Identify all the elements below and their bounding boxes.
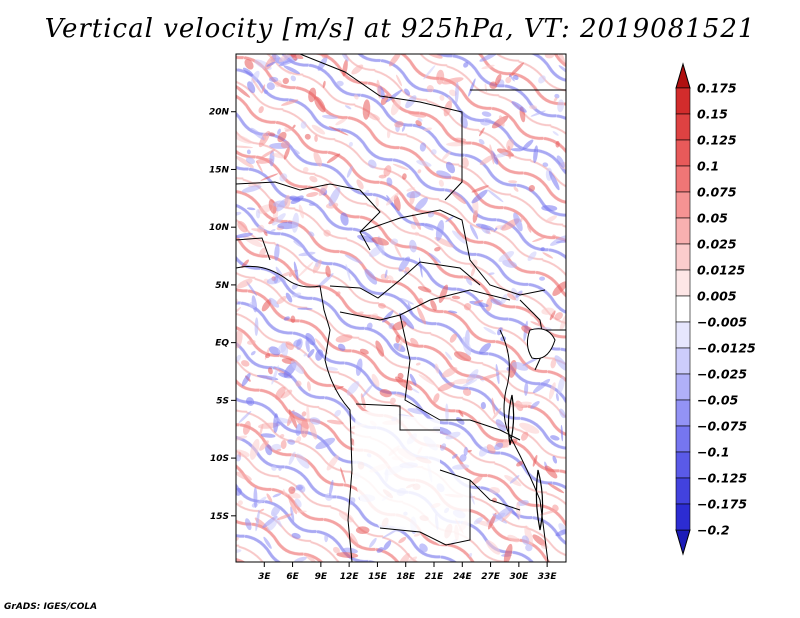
lat-tick-label: 5S [216, 396, 229, 406]
colorbar-label: −0.2 [697, 523, 730, 538]
lon-tick-label: 24E [453, 572, 473, 582]
lon-tick-label: 21E [425, 572, 445, 582]
lon-tick-label: 6E [286, 572, 299, 582]
lon-tick-label: 15E [368, 572, 388, 582]
map-title: Vertical velocity [m/s] at 925hPa, VT: 2… [44, 14, 756, 44]
colorbar-swatch [675, 477, 691, 505]
border-line [379, 480, 471, 546]
lon-tick-label: 12E [340, 572, 360, 582]
colorbar-label: 0.075 [697, 185, 737, 200]
lon-tick-label: 18E [396, 572, 416, 582]
colorbar-swatch [675, 113, 691, 141]
colorbar-label: 0.005 [697, 289, 737, 304]
colorbar-label: 0.125 [697, 133, 737, 148]
colorbar-swatch [675, 321, 691, 349]
lat-tick-label: 15N [209, 165, 230, 175]
colorbar-label: −0.05 [697, 393, 739, 408]
colorbar-label: 0.025 [697, 237, 737, 252]
colorbar-label: 0.0125 [697, 263, 746, 278]
colorbar-swatch [675, 425, 691, 453]
lat-tick-label: 5N [215, 281, 229, 291]
lat-tick-label: EQ [215, 339, 229, 349]
colorbar-label: −0.1 [697, 445, 730, 460]
colorbar-swatch [675, 373, 691, 401]
border-line [236, 265, 353, 562]
lon-tick-label: 30E [510, 572, 530, 582]
border-line [236, 237, 271, 261]
lat-tick-label: 20N [209, 108, 230, 118]
colorbar-swatch [675, 295, 691, 323]
border-line [440, 419, 521, 441]
colorbar: 0.175 0.15 0.125 0.1 0.075 0.05 0.025 0.0125 0.0… [675, 62, 756, 556]
colorbar-label: 0.1 [697, 159, 719, 174]
colorbar-swatch [675, 503, 691, 531]
lon-tick-label: 9E [315, 572, 328, 582]
colorbar-bottom-arrow [675, 529, 691, 556]
colorbar-swatch [675, 243, 691, 271]
colorbar-top-arrow [675, 62, 691, 89]
colorbar-label: −0.0125 [697, 341, 756, 356]
lat-tick-label: 15S [210, 512, 229, 522]
lake-outline [507, 394, 515, 446]
colorbar-swatch [675, 217, 691, 245]
lon-tick-label: 33E [538, 572, 558, 582]
map-axes: 20N 15N 10N 5N EQ 5S 10S 15S 3E 6E 9E 12E 15E 18E 21E 2… [209, 108, 557, 582]
lake-outline [526, 328, 556, 360]
colorbar-label: −0.025 [697, 367, 747, 382]
colorbar-swatch [675, 451, 691, 479]
border-line [399, 314, 441, 421]
grads-credit: GrADS: IGES/COLA [4, 602, 98, 612]
colorbar-label: −0.125 [697, 471, 747, 486]
colorbar-label: −0.075 [697, 419, 747, 434]
country-borders [236, 54, 566, 562]
lon-tick-label: 27E [481, 572, 501, 582]
colorbar-label: 0.175 [697, 81, 737, 96]
colorbar-label: −0.175 [697, 497, 747, 512]
border-line [299, 54, 463, 201]
map-frame [235, 53, 567, 563]
colorbar-label: 0.15 [697, 107, 728, 122]
lon-tick-label: 3E [258, 572, 271, 582]
border-line [439, 469, 521, 511]
border-line [499, 329, 549, 562]
colorbar-swatch [675, 399, 691, 427]
colorbar-label: 0.05 [697, 211, 728, 226]
colorbar-swatch [675, 87, 691, 115]
border-line [236, 181, 381, 251]
lat-tick-label: 10S [210, 454, 229, 464]
colorbar-swatch [675, 191, 691, 219]
colorbar-swatch [675, 165, 691, 193]
colorbar-swatch [675, 139, 691, 167]
colorbar-label: −0.005 [697, 315, 747, 330]
colorbar-swatch [675, 269, 691, 297]
lake-outline [535, 469, 544, 531]
border-line [339, 289, 511, 321]
lat-tick-label: 10N [209, 223, 230, 233]
colorbar-swatch [675, 347, 691, 375]
border-line [355, 403, 440, 431]
border-line [359, 209, 546, 296]
velocity-blobs [236, 54, 566, 562]
border-line [329, 261, 481, 299]
